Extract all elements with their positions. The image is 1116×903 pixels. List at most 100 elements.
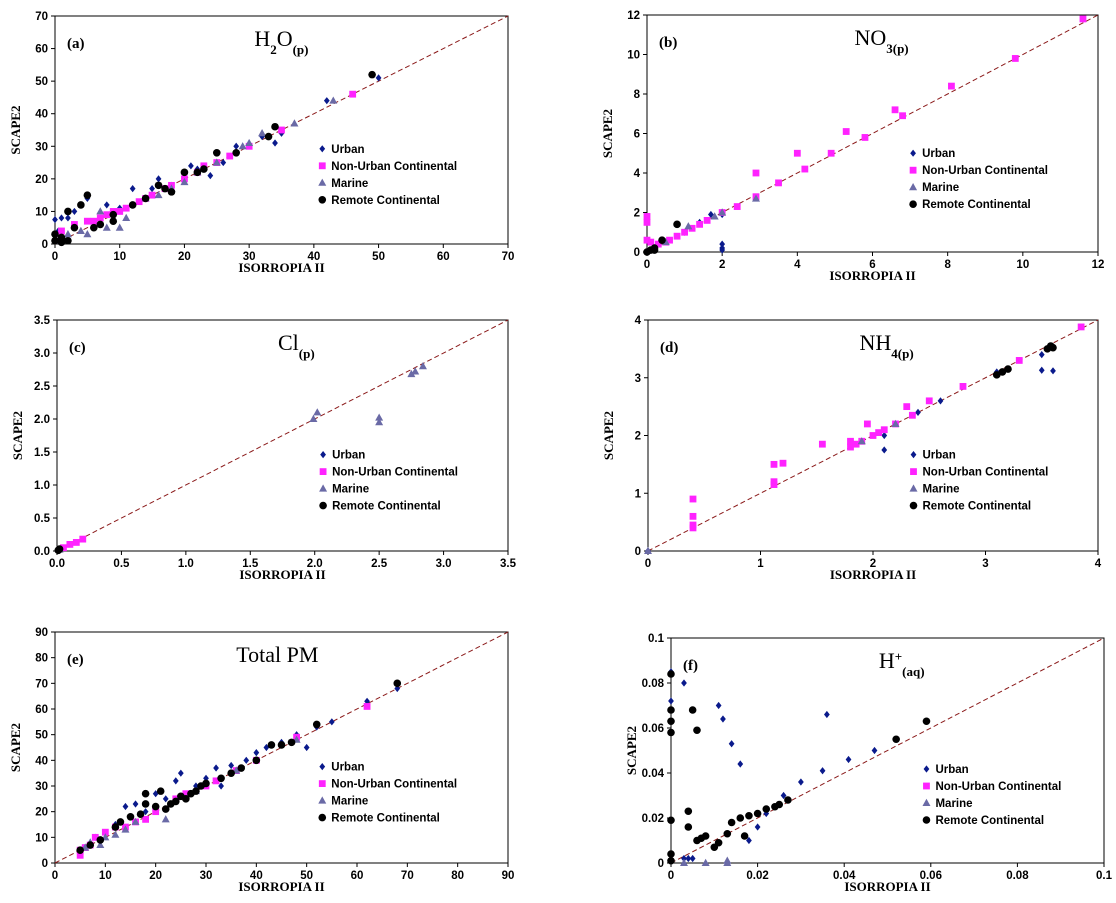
data-point <box>226 152 234 160</box>
data-point <box>212 777 220 785</box>
data-point <box>154 181 163 190</box>
x-axis-label: ISORROPIA II <box>238 879 324 894</box>
y-tick-label: 0.08 <box>642 678 665 690</box>
data-point <box>278 126 285 134</box>
data-point <box>192 787 200 795</box>
x-tick-label: 0 <box>668 870 674 882</box>
data-point <box>394 684 401 693</box>
x-tick-label: 0 <box>52 251 58 263</box>
data-point <box>90 223 98 232</box>
data-point <box>309 414 318 422</box>
legend: Urban Non-Urban Continental Marine Remote C… <box>318 144 457 207</box>
data-point <box>212 149 221 157</box>
data-point <box>103 201 110 209</box>
y-axis-label: SCAPE2 <box>624 726 639 775</box>
data-point <box>83 230 92 238</box>
data-point <box>111 830 120 838</box>
legend-marker <box>909 200 917 208</box>
data-point <box>101 828 109 836</box>
legend-label: Non-Urban Continental <box>922 165 1048 177</box>
data-point <box>701 858 710 866</box>
legend-label: Remote Continental <box>935 815 1044 827</box>
data-point <box>779 459 787 467</box>
data-point <box>91 833 99 841</box>
y-tick-label: 0 <box>42 239 48 251</box>
panel-title: NH4(p) <box>860 330 914 361</box>
legend-label: Marine <box>935 798 972 810</box>
data-point <box>703 217 711 224</box>
series-marine <box>679 856 732 866</box>
series-remote-continental <box>643 220 681 256</box>
panel-f: 0 0.02 0.04 0.06 0.08 0.1 0 0.02 0.04 0.06 0.08 0.1… <box>624 633 1113 894</box>
data-point <box>418 362 427 370</box>
data-point <box>715 701 722 710</box>
data-point <box>948 82 955 90</box>
data-point <box>667 816 675 825</box>
y-tick-label: 0.02 <box>642 813 664 825</box>
legend-label: Urban <box>331 762 364 774</box>
x-tick-label: 70 <box>502 251 515 263</box>
data-point <box>203 774 209 782</box>
legend-marker <box>922 798 931 806</box>
data-point <box>733 203 741 210</box>
data-point <box>141 789 150 798</box>
data-point <box>264 132 273 141</box>
x-tick-label: 70 <box>401 870 414 882</box>
one-to-one-line <box>56 319 509 552</box>
data-point <box>218 782 224 790</box>
plot-frame <box>670 637 1105 864</box>
data-point <box>122 213 131 221</box>
y-tick-label: 80 <box>35 653 48 665</box>
data-point <box>992 371 1001 379</box>
data-point <box>312 720 321 729</box>
data-point <box>96 207 105 215</box>
x-tick-label: 2.5 <box>371 558 388 570</box>
x-tick-label: 4 <box>1095 558 1102 570</box>
legend: Urban Non-Urban Continental Marine Remote C… <box>909 148 1048 211</box>
data-point <box>753 809 762 818</box>
x-tick-label: 0.04 <box>833 870 856 882</box>
y-tick-label: 12 <box>627 10 640 22</box>
data-point <box>237 764 246 772</box>
x-axis-label: ISORROPIA II <box>238 260 324 275</box>
legend-label: Non-Urban Continental <box>923 467 1049 479</box>
data-point <box>129 185 136 193</box>
legend-marker <box>922 816 931 824</box>
data-point <box>667 717 675 726</box>
data-point <box>162 795 169 803</box>
y-tick-label: 20 <box>35 174 48 186</box>
legend-marker <box>320 451 326 459</box>
data-point <box>736 814 745 822</box>
y-tick-label: 0.06 <box>642 723 664 735</box>
data-point <box>65 214 71 222</box>
data-point <box>52 215 58 224</box>
legend-marker <box>319 501 327 510</box>
series-remote-continental <box>76 679 402 854</box>
y-axis-label: SCAPE2 <box>8 105 23 154</box>
data-point <box>287 738 296 747</box>
series-remote-continental <box>992 342 1057 379</box>
x-tick-label: 10 <box>1016 259 1029 271</box>
data-point <box>689 495 697 503</box>
data-point <box>141 800 150 808</box>
data-point <box>1049 343 1057 352</box>
data-point <box>1004 365 1012 373</box>
data-point <box>243 756 250 764</box>
y-tick-label: 3.5 <box>34 315 51 327</box>
x-tick-label: 40 <box>250 870 263 882</box>
data-point <box>701 832 710 840</box>
y-tick-label: 1.0 <box>34 480 50 492</box>
panel-c: 0.0 0.5 1.0 1.5 2.0 2.5 3.0 3.5 0.0 0.5 1.0 1.5 2.0 2… <box>10 315 517 582</box>
legend-label: Urban <box>332 450 365 462</box>
legend-label: Non-Urban Continental <box>332 467 458 479</box>
legend-marker <box>319 468 327 475</box>
data-point <box>667 670 675 678</box>
legend-label: Marine <box>923 484 960 496</box>
data-point <box>63 230 72 238</box>
data-point <box>880 426 888 434</box>
data-point <box>959 383 967 390</box>
data-point <box>131 817 140 825</box>
legend-marker <box>318 796 327 804</box>
data-point <box>824 710 830 719</box>
data-point <box>688 224 696 232</box>
